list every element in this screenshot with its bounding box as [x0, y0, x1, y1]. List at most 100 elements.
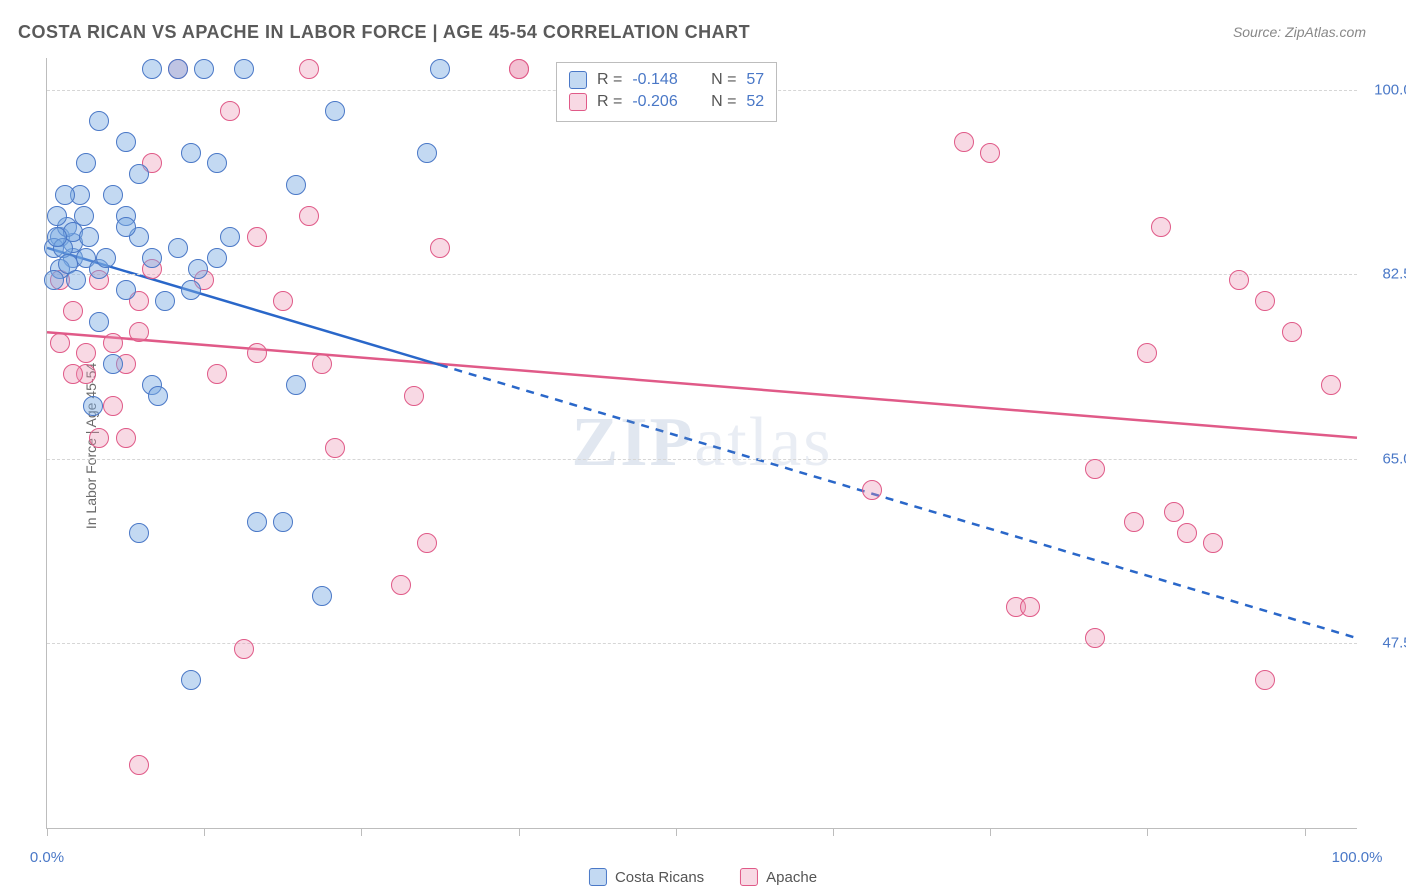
point-b — [103, 396, 123, 416]
point-b — [299, 206, 319, 226]
point-b — [273, 291, 293, 311]
point-b — [50, 333, 70, 353]
point-b — [954, 132, 974, 152]
x-tick-label: 100.0% — [1332, 849, 1383, 866]
x-tick — [47, 828, 48, 836]
point-b — [1255, 670, 1275, 690]
legend-swatch-b — [740, 868, 758, 886]
point-b — [862, 480, 882, 500]
point-b — [509, 59, 529, 79]
point-a — [103, 354, 123, 374]
point-b — [247, 227, 267, 247]
point-a — [181, 670, 201, 690]
point-a — [47, 206, 67, 226]
point-b — [234, 639, 254, 659]
point-a — [234, 59, 254, 79]
gridline — [47, 459, 1357, 460]
point-b — [417, 533, 437, 553]
point-b — [1020, 597, 1040, 617]
point-a — [142, 59, 162, 79]
stats-swatch — [569, 93, 587, 111]
stats-row-a: R = -0.148 N = 57 — [569, 69, 764, 91]
point-b — [207, 364, 227, 384]
point-a — [116, 280, 136, 300]
point-b — [299, 59, 319, 79]
stats-R-value: -0.206 — [632, 93, 677, 111]
stats-swatch — [569, 71, 587, 89]
y-tick-label: 47.5% — [1382, 635, 1406, 652]
point-b — [325, 438, 345, 458]
point-b — [89, 428, 109, 448]
point-b — [129, 322, 149, 342]
legend-label-b: Apache — [766, 869, 817, 886]
y-tick-label: 82.5% — [1382, 266, 1406, 283]
point-a — [417, 143, 437, 163]
trend-line — [47, 332, 1357, 437]
point-b — [220, 101, 240, 121]
x-tick — [361, 828, 362, 836]
point-a — [148, 386, 168, 406]
point-b — [63, 364, 83, 384]
y-tick-label: 65.0% — [1382, 450, 1406, 467]
point-a — [142, 248, 162, 268]
source-label: Source: ZipAtlas.com — [1233, 24, 1366, 40]
stats-N-value: 57 — [746, 71, 764, 89]
point-a — [89, 111, 109, 131]
point-a — [66, 270, 86, 290]
gridline — [47, 274, 1357, 275]
watermark: ZIPatlas — [572, 403, 833, 483]
point-a — [168, 59, 188, 79]
x-tick — [204, 828, 205, 836]
point-a — [47, 227, 67, 247]
point-a — [76, 153, 96, 173]
point-a — [207, 248, 227, 268]
trend-lines-layer — [47, 58, 1357, 828]
point-b — [1124, 512, 1144, 532]
point-b — [980, 143, 1000, 163]
point-b — [1164, 502, 1184, 522]
point-a — [181, 143, 201, 163]
point-b — [1177, 523, 1197, 543]
point-a — [181, 280, 201, 300]
point-a — [129, 164, 149, 184]
point-b — [76, 343, 96, 363]
point-a — [286, 175, 306, 195]
legend-label-a: Costa Ricans — [615, 869, 704, 886]
point-a — [155, 291, 175, 311]
x-tick — [990, 828, 991, 836]
point-a — [220, 227, 240, 247]
point-a — [273, 512, 293, 532]
stats-N-value: 52 — [746, 93, 764, 111]
point-a — [207, 153, 227, 173]
point-b — [103, 333, 123, 353]
trend-line — [440, 365, 1357, 638]
x-tick — [1305, 828, 1306, 836]
point-a — [430, 59, 450, 79]
legend-swatch-a — [589, 868, 607, 886]
x-tick-label: 0.0% — [30, 849, 64, 866]
point-b — [129, 755, 149, 775]
stats-row-b: R = -0.206 N = 52 — [569, 91, 764, 113]
point-b — [63, 301, 83, 321]
point-a — [325, 101, 345, 121]
stats-N-label: N = — [711, 93, 736, 111]
point-b — [391, 575, 411, 595]
bottom-legend: Costa Ricans Apache — [589, 868, 817, 886]
point-a — [312, 586, 332, 606]
point-a — [103, 185, 123, 205]
point-a — [116, 217, 136, 237]
legend-item-a: Costa Ricans — [589, 868, 704, 886]
point-a — [79, 227, 99, 247]
stats-N-label: N = — [711, 71, 736, 89]
point-a — [129, 523, 149, 543]
chart-title: COSTA RICAN VS APACHE IN LABOR FORCE | A… — [18, 22, 750, 43]
point-a — [286, 375, 306, 395]
x-tick — [1147, 828, 1148, 836]
point-b — [430, 238, 450, 258]
point-a — [188, 259, 208, 279]
x-tick — [833, 828, 834, 836]
point-a — [116, 132, 136, 152]
point-a — [44, 270, 64, 290]
y-tick-label: 100.0% — [1374, 81, 1406, 98]
point-b — [404, 386, 424, 406]
